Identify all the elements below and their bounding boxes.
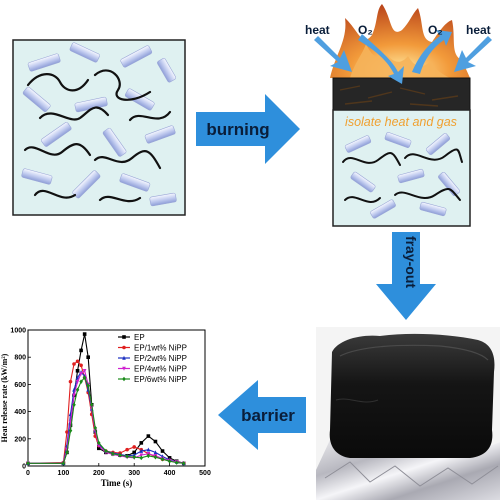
series-line-3 [28,369,184,464]
series-4-point-2 [65,450,69,455]
series-1-point-3 [68,379,73,384]
series-4-point-21 [167,458,172,464]
series-0-point-19 [153,439,158,444]
heat-label-right: heat [466,23,491,37]
legend-marker-4 [122,376,126,382]
y-tick-label-1: 200 [14,436,26,443]
x-tick-label-1: 100 [58,470,70,477]
x-tick-label-5: 500 [199,470,211,477]
legend-label-4: EP/6wt% NiPP [134,375,187,384]
series-0-point-6 [79,348,83,353]
series-4-point-13 [111,451,115,457]
legend-label-0: EP [134,333,145,342]
series-0-point-8 [86,355,90,359]
series-0-point-17 [139,441,144,445]
char-residue-photo [316,327,500,500]
filler-rods [21,42,177,207]
series-1-point-6 [79,363,83,368]
series-4-point-10 [93,425,98,431]
y-tick-label-5: 1000 [10,328,26,335]
series-4-point-0 [26,460,30,466]
series-3-point-17 [139,453,144,458]
series-1-point-16 [132,445,136,449]
y-tick-label-3: 600 [14,382,26,389]
burning-panel: isolate heat and gas heat heat O₂ O₂ [305,4,492,227]
fray-out-arrow: fray-out [376,232,436,320]
series-3-point-11 [97,443,101,448]
char-block [329,333,495,458]
heat-o2-arrows [314,30,492,84]
series-2-point-19 [153,450,158,455]
series-4-point-20 [160,456,165,462]
o2-label-left: O₂ [358,23,373,37]
barrier-arrow: barrier [218,380,306,450]
x-tick-label-2: 200 [93,470,105,477]
series-4-point-7 [82,375,87,380]
series-4-point-5 [75,387,80,393]
x-tick-label-0: 0 [26,470,30,477]
series-3-point-5 [75,379,80,384]
series-4-point-11 [97,440,101,446]
series-4-point-22 [174,460,179,465]
x-tick-label-4: 400 [164,470,176,477]
x-axis-label: Time (s) [101,478,133,488]
series-4-point-15 [125,454,129,459]
legend-marker-2 [122,355,126,360]
series-4-point-19 [153,454,158,460]
y-axis-label: Heat release rate (kW/m²) [0,353,9,442]
hrr-chart: 0 100 200 300 400 500 0 200 400 600 800 1000 Time (s… [0,328,211,489]
plot-frame [27,329,206,467]
legend-marker-3 [122,366,126,371]
flames [330,4,470,78]
burning-label: burning [206,120,269,139]
x-tick-label-3: 300 [128,470,140,477]
series-4-point-16 [132,454,136,460]
series-3-point-7 [82,369,87,373]
fray-out-label: fray-out [403,236,419,288]
series-4-point-3 [68,428,73,433]
heat-label-left: heat [305,23,330,37]
series-0-point-20 [160,449,165,453]
series-1-point-5 [75,359,80,364]
series-2-point-17 [139,448,144,453]
series-4-point-1 [61,460,66,466]
series-0-point-7 [82,332,87,336]
series-1-point-4 [72,362,76,366]
series-4-point-4 [72,402,76,408]
series-1-point-15 [125,447,129,452]
burning-arrow: burning [196,94,300,164]
series-4-point-9 [89,402,94,408]
legend-label-2: EP/2wt% NiPP [134,354,187,363]
y-tick-label-0: 0 [22,464,26,471]
polymer-chains [23,69,172,203]
series-4-point-14 [118,452,122,458]
y-tick-label-4: 800 [14,355,26,362]
series-4-point-23 [181,460,186,466]
series-0-point-5 [75,369,80,373]
legend-marker-0 [122,335,126,339]
series-0-point-18 [146,434,151,438]
series-4-point-18 [146,453,151,459]
series-3-point-6 [79,371,83,376]
series-2-point-18 [146,447,151,452]
isolate-label: isolate heat and gas [345,115,457,129]
series-0-point-16 [132,450,136,455]
series-4-point-12 [104,448,108,454]
composite-panel [12,39,186,216]
legend-label-1: EP/1wt% NiPP [134,344,187,353]
legend-marker-1 [122,345,126,350]
o2-label-right: O₂ [428,23,443,37]
barrier-label: barrier [241,406,295,425]
series-4-point-6 [79,379,83,384]
series-4-point-17 [139,455,144,461]
filler-rods-2 [344,132,460,219]
legend-label-3: EP/4wt% NiPP [134,365,187,374]
series-3-point-4 [72,393,76,398]
series-4-point-8 [86,383,90,389]
series-0-point-11 [97,446,101,451]
y-tick-label-2: 400 [14,409,26,416]
